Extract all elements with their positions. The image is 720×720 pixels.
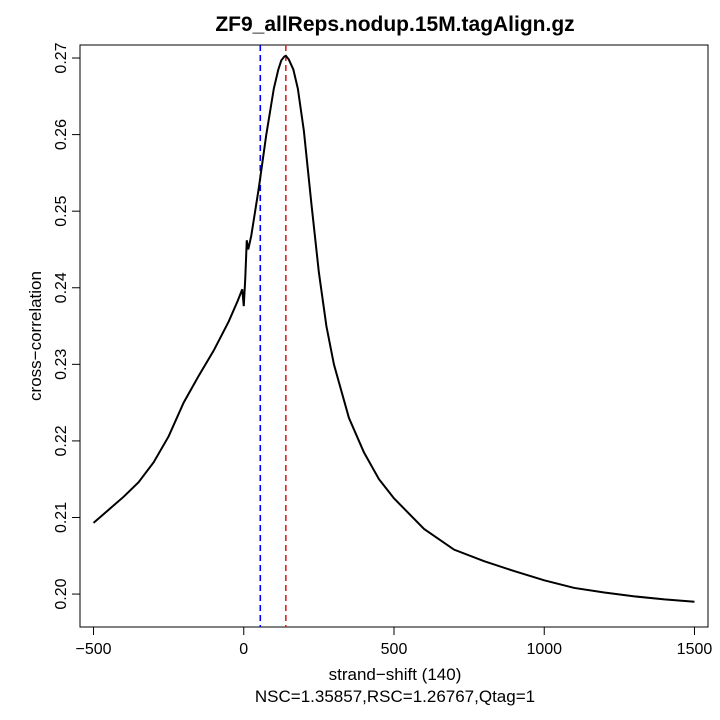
y-tick-label: 0.23 — [53, 349, 70, 380]
y-tick-label: 0.24 — [53, 272, 70, 303]
x-axis-label: strand−shift (140) — [329, 665, 462, 684]
x-axis: −500 0 500 1000 1500 — [75, 627, 712, 658]
y-tick-label: 0.27 — [53, 42, 70, 73]
x-tick-label: 500 — [381, 641, 408, 658]
x-tick-label: −500 — [75, 641, 111, 658]
y-tick-label: 0.21 — [53, 502, 70, 533]
reference-lines — [259, 45, 287, 627]
chart-subtitle: NSC=1.35857,RSC=1.26767,Qtag=1 — [255, 687, 535, 706]
y-tick-label: 0.20 — [53, 578, 70, 609]
chart-title: ZF9_allReps.nodup.15M.tagAlign.gz — [215, 13, 574, 36]
x-tick-label: 1500 — [677, 641, 713, 658]
x-tick-label: 1000 — [526, 641, 562, 658]
x-tick-label: 0 — [239, 641, 248, 658]
y-axis: 0.20 0.21 0.22 0.23 0.24 0.25 0.26 0.27 — [53, 42, 80, 610]
y-tick-label: 0.25 — [53, 196, 70, 227]
y-tick-label: 0.26 — [53, 119, 70, 150]
y-axis-label: cross−correlation — [26, 271, 45, 401]
plot-frame — [79, 44, 709, 628]
cross-correlation-line — [92, 54, 695, 603]
y-tick-label: 0.22 — [53, 425, 70, 456]
